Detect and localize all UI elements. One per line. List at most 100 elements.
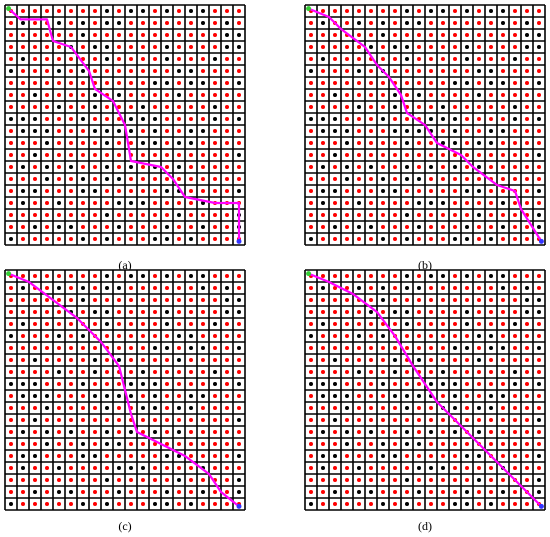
obstacle-dot [321, 286, 325, 290]
obstacle-dot [525, 310, 529, 314]
free-dot [441, 57, 445, 61]
free-dot [153, 201, 157, 205]
free-dot [429, 418, 433, 422]
free-dot [213, 21, 217, 25]
free-dot [453, 478, 457, 482]
free-dot [417, 454, 421, 458]
free-dot [129, 93, 133, 97]
free-dot [177, 442, 181, 446]
obstacle-dot [405, 129, 409, 133]
free-dot [201, 358, 205, 362]
obstacle-dot [237, 418, 241, 422]
free-dot [369, 274, 373, 278]
free-dot [225, 105, 229, 109]
free-dot [489, 57, 493, 61]
free-dot [381, 358, 385, 362]
free-dot [201, 57, 205, 61]
obstacle-dot [369, 45, 373, 49]
free-dot [153, 21, 157, 25]
free-dot [381, 394, 385, 398]
free-dot [369, 201, 373, 205]
free-dot [369, 177, 373, 181]
free-dot [225, 213, 229, 217]
obstacle-dot [381, 502, 385, 506]
free-dot [309, 490, 313, 494]
free-dot [453, 490, 457, 494]
obstacle-dot [477, 430, 481, 434]
free-dot [189, 286, 193, 290]
free-dot [513, 502, 517, 506]
free-dot [93, 274, 97, 278]
free-dot [369, 21, 373, 25]
free-dot [309, 286, 313, 290]
free-dot [141, 502, 145, 506]
free-dot [477, 21, 481, 25]
obstacle-dot [405, 177, 409, 181]
free-dot [57, 153, 61, 157]
obstacle-dot [45, 442, 49, 446]
free-dot [381, 213, 385, 217]
obstacle-dot [177, 141, 181, 145]
obstacle-dot [21, 286, 25, 290]
obstacle-dot [429, 165, 433, 169]
free-dot [177, 370, 181, 374]
free-dot [33, 201, 37, 205]
obstacle-dot [537, 117, 541, 121]
obstacle-dot [465, 346, 469, 350]
free-dot [357, 454, 361, 458]
obstacle-dot [465, 274, 469, 278]
free-dot [237, 177, 241, 181]
free-dot [105, 466, 109, 470]
free-dot [105, 418, 109, 422]
free-dot [153, 466, 157, 470]
free-dot [69, 21, 73, 25]
free-dot [45, 466, 49, 470]
free-dot [225, 382, 229, 386]
free-dot [213, 153, 217, 157]
free-dot [441, 93, 445, 97]
free-dot [381, 466, 385, 470]
free-dot [81, 418, 85, 422]
free-dot [381, 93, 385, 97]
obstacle-dot [357, 69, 361, 73]
free-dot [177, 274, 181, 278]
obstacle-dot [489, 141, 493, 145]
free-dot [333, 45, 337, 49]
free-dot [69, 322, 73, 326]
obstacle-dot [177, 430, 181, 434]
obstacle-dot [489, 334, 493, 338]
obstacle-dot [537, 33, 541, 37]
free-dot [417, 502, 421, 506]
free-dot [489, 358, 493, 362]
free-dot [417, 322, 421, 326]
free-dot [537, 165, 541, 169]
obstacle-dot [393, 129, 397, 133]
free-dot [93, 9, 97, 13]
free-dot [321, 237, 325, 241]
free-dot [489, 322, 493, 326]
obstacle-dot [417, 394, 421, 398]
free-dot [513, 177, 517, 181]
free-dot [45, 237, 49, 241]
free-dot [489, 189, 493, 193]
free-dot [417, 418, 421, 422]
free-dot [333, 81, 337, 85]
free-dot [441, 165, 445, 169]
free-dot [165, 141, 169, 145]
free-dot [321, 478, 325, 482]
obstacle-dot [33, 394, 37, 398]
free-dot [45, 502, 49, 506]
free-dot [93, 406, 97, 410]
obstacle-dot [405, 165, 409, 169]
free-dot [489, 165, 493, 169]
free-dot [417, 478, 421, 482]
obstacle-dot [405, 394, 409, 398]
free-dot [465, 442, 469, 446]
obstacle-dot [465, 81, 469, 85]
obstacle-dot [45, 406, 49, 410]
obstacle-dot [405, 141, 409, 145]
free-dot [453, 454, 457, 458]
free-dot [9, 57, 13, 61]
free-dot [489, 418, 493, 422]
free-dot [417, 45, 421, 49]
